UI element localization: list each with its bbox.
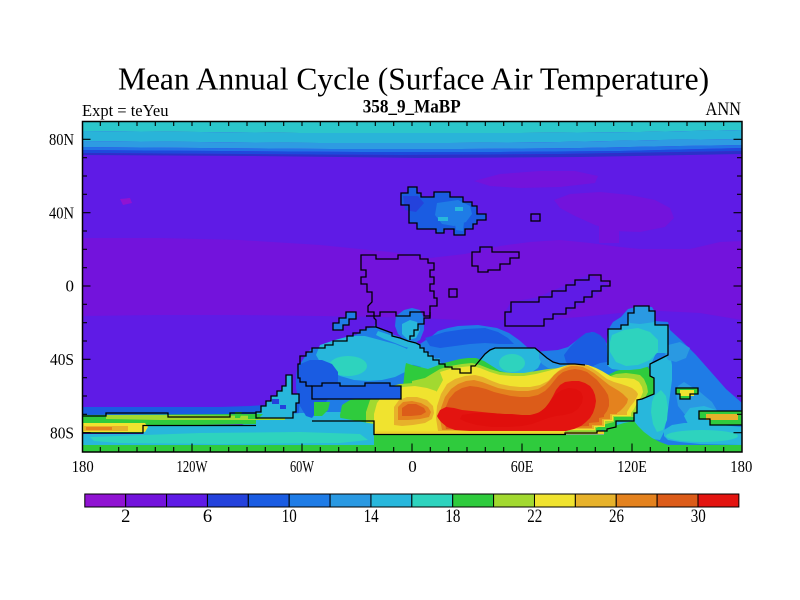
svg-text:30: 30 bbox=[691, 507, 706, 527]
svg-text:120W: 120W bbox=[177, 457, 209, 476]
svg-text:Mean Annual Cycle (Surface Air: Mean Annual Cycle (Surface Air Temperatu… bbox=[118, 62, 709, 97]
svg-text:0: 0 bbox=[66, 277, 75, 296]
svg-text:60E: 60E bbox=[511, 457, 534, 476]
svg-text:80S: 80S bbox=[50, 423, 74, 442]
svg-text:6: 6 bbox=[203, 507, 212, 527]
svg-text:ANN: ANN bbox=[706, 99, 742, 120]
svg-text:120E: 120E bbox=[617, 457, 647, 476]
svg-text:18: 18 bbox=[445, 507, 460, 527]
svg-text:14: 14 bbox=[364, 507, 379, 527]
svg-text:2: 2 bbox=[121, 507, 130, 527]
svg-text:60W: 60W bbox=[290, 457, 315, 476]
svg-text:10: 10 bbox=[282, 507, 297, 527]
svg-text:80N: 80N bbox=[49, 130, 74, 149]
svg-text:40N: 40N bbox=[49, 203, 74, 222]
svg-text:22: 22 bbox=[527, 507, 542, 527]
svg-text:358_9_MaBP: 358_9_MaBP bbox=[363, 97, 461, 118]
svg-text:26: 26 bbox=[609, 507, 624, 527]
svg-text:0: 0 bbox=[408, 457, 417, 476]
svg-text:180: 180 bbox=[72, 457, 94, 476]
svg-text:Expt = teYeu: Expt = teYeu bbox=[82, 101, 168, 120]
svg-text:180: 180 bbox=[730, 457, 752, 476]
svg-text:40S: 40S bbox=[50, 350, 74, 369]
